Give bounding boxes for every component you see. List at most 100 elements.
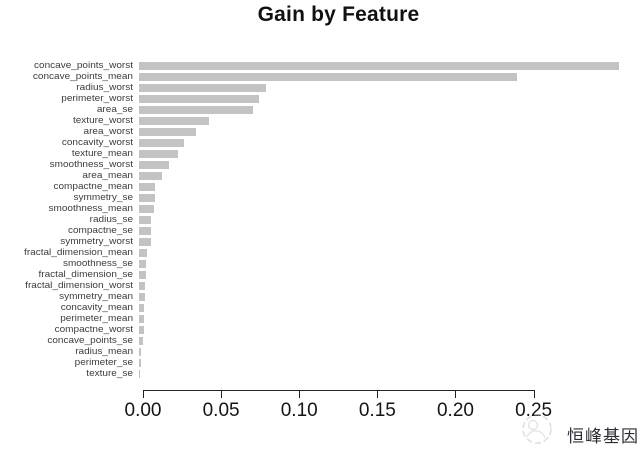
- x-axis-tick-label: 0.25: [515, 400, 553, 421]
- y-axis-label: fractal_dimension_mean: [24, 247, 133, 258]
- chart-row: symmetry_worst: [0, 236, 641, 247]
- y-axis-label: concavity_mean: [60, 302, 133, 313]
- chart-row: area_se: [0, 104, 641, 115]
- x-axis-tick: [377, 390, 379, 398]
- x-axis-tick-label: 0.20: [436, 400, 474, 421]
- chart-row: area_mean: [0, 170, 641, 181]
- chart-row: radius_worst: [0, 82, 641, 93]
- chart-row: concave_points_se: [0, 335, 641, 346]
- y-axis-label: concave_points_mean: [32, 71, 133, 82]
- bar: [138, 336, 143, 345]
- chart-row: concave_points_mean: [0, 71, 641, 82]
- chart-row: compactne_mean: [0, 181, 641, 192]
- chart-row: compactne_worst: [0, 324, 641, 335]
- chart-row: symmetry_mean: [0, 291, 641, 302]
- bar: [138, 116, 209, 125]
- bar: [138, 138, 184, 147]
- x-axis-tick-label: 0.10: [280, 400, 318, 421]
- bar: [138, 182, 155, 191]
- y-axis-label: radius_worst: [76, 82, 133, 93]
- bar: [138, 226, 151, 235]
- watermark: 恒峰基因: [516, 408, 641, 452]
- chart-row: smoothness_worst: [0, 159, 641, 170]
- bar: [138, 259, 146, 268]
- y-axis-label: radius_mean: [75, 346, 133, 357]
- x-axis-tick: [221, 390, 223, 398]
- y-axis-label: concave_points_worst: [34, 60, 133, 71]
- chart-row: perimeter_se: [0, 357, 641, 368]
- chart-row: smoothness_mean: [0, 203, 641, 214]
- chart-row: smoothness_se: [0, 258, 641, 269]
- y-axis-label: compactne_se: [67, 225, 133, 236]
- y-axis-label: symmetry_worst: [60, 236, 133, 247]
- y-axis-label: smoothness_worst: [49, 159, 133, 170]
- y-axis-label: compactne_worst: [54, 324, 133, 335]
- y-axis-label: perimeter_se: [74, 357, 133, 368]
- bar: [138, 270, 146, 279]
- x-axis-tick-label: 0.00: [124, 400, 162, 421]
- chart-row: fractal_dimension_mean: [0, 247, 641, 258]
- bar: [138, 105, 253, 114]
- y-axis-label: compactne_mean: [53, 181, 134, 192]
- y-axis-label: symmetry_se: [73, 192, 133, 203]
- x-axis-tick-label: 0.05: [202, 400, 240, 421]
- y-axis-label: concave_points_se: [47, 335, 133, 346]
- y-axis-label: area_worst: [83, 126, 133, 137]
- bar: [138, 237, 151, 246]
- chart-row: radius_se: [0, 214, 641, 225]
- y-axis-label: smoothness_mean: [48, 203, 134, 214]
- chart-row: fractal_dimension_worst: [0, 280, 641, 291]
- x-axis-line: [143, 390, 534, 391]
- y-axis-label: concavity_worst: [61, 137, 133, 148]
- y-axis-label: fractal_dimension_worst: [25, 280, 133, 291]
- y-axis-label: area_mean: [82, 170, 133, 181]
- chart-row: concavity_mean: [0, 302, 641, 313]
- chart-row: texture_se: [0, 368, 641, 379]
- bar: [138, 292, 145, 301]
- bar: [138, 83, 266, 92]
- bar: [138, 347, 141, 356]
- chart-row: concave_points_worst: [0, 60, 641, 71]
- bar: [138, 127, 196, 136]
- chart-row: radius_mean: [0, 346, 641, 357]
- chart-row: concavity_worst: [0, 137, 641, 148]
- bar: [138, 215, 151, 224]
- chart-row: texture_worst: [0, 115, 641, 126]
- bar: [138, 204, 154, 213]
- bar: [138, 160, 169, 169]
- bar: [138, 358, 141, 367]
- y-axis-label: symmetry_mean: [59, 291, 133, 302]
- chart-row: perimeter_mean: [0, 313, 641, 324]
- x-axis-tick: [533, 390, 535, 398]
- bar: [138, 171, 162, 180]
- chart-row: texture_mean: [0, 148, 641, 159]
- y-axis-label: perimeter_worst: [61, 93, 133, 104]
- bar: [138, 149, 178, 158]
- bar: [138, 314, 144, 323]
- bar: [138, 248, 147, 257]
- y-axis-label: radius_se: [89, 214, 133, 225]
- bar: [138, 281, 145, 290]
- chart-row: perimeter_worst: [0, 93, 641, 104]
- bar: [138, 72, 517, 81]
- watermark-text: 恒峰基因: [567, 427, 639, 447]
- x-axis-tick-label: 0.15: [358, 400, 396, 421]
- y-axis-label: area_se: [96, 104, 133, 115]
- y-axis-label: fractal_dimension_se: [38, 269, 134, 280]
- x-axis-tick: [455, 390, 457, 398]
- bar: [138, 303, 144, 312]
- bar: [138, 193, 155, 202]
- bar: [138, 61, 619, 70]
- chart-row: compactne_se: [0, 225, 641, 236]
- chart-row: fractal_dimension_se: [0, 269, 641, 280]
- chart-row: symmetry_se: [0, 192, 641, 203]
- y-axis-label: perimeter_mean: [60, 313, 133, 324]
- chart-row: area_worst: [0, 126, 641, 137]
- y-axis-label: texture_se: [86, 368, 133, 379]
- chart-title: Gain by Feature: [257, 3, 420, 26]
- bar: [138, 94, 259, 103]
- bar: [138, 325, 144, 334]
- bar-rows: concave_points_worst concave_points_mean r…: [0, 60, 641, 379]
- watermark-logo-icon: [522, 414, 552, 444]
